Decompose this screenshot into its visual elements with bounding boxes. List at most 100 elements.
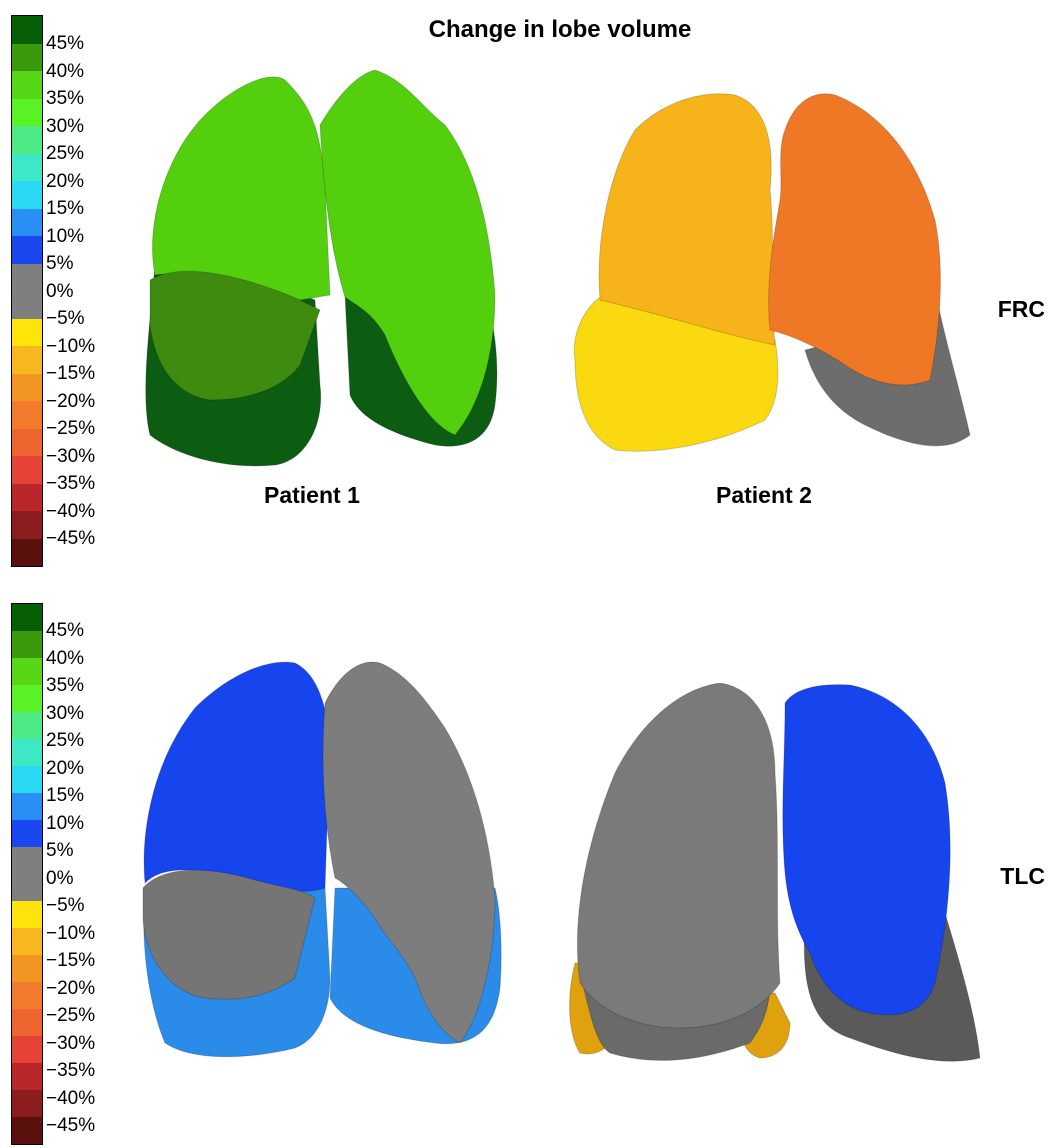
right-upper-lobe	[598, 93, 776, 346]
right-upper-lobe	[576, 683, 781, 1029]
colorbar-tick-label: −15%	[46, 950, 96, 971]
colorbar-swatch	[12, 401, 42, 429]
colorbar-tick-label: −5%	[46, 308, 85, 329]
colorbar-swatch	[12, 346, 42, 374]
colorbar-swatch	[12, 793, 42, 820]
left-upper-lobe	[782, 684, 951, 1016]
colorbar-swatch	[12, 181, 42, 209]
colorbar-swatch	[12, 71, 42, 99]
patient2-label: Patient 2	[716, 482, 812, 508]
colorbar-tick-label: 10%	[46, 812, 85, 834]
colorbar-tick-label: −5%	[46, 895, 85, 916]
colorbar-tick-label: 40%	[46, 647, 85, 669]
patient1-label: Patient 1	[264, 482, 360, 508]
colorbar-swatch	[12, 874, 42, 901]
colorbar-swatch	[12, 901, 42, 928]
left-upper-lobe	[319, 69, 496, 436]
colorbar-tick-label: 0%	[46, 867, 74, 889]
colorbar-swatch	[12, 16, 42, 44]
colorbar-swatch	[12, 928, 42, 955]
colorbar-tick-label: −25%	[46, 418, 96, 439]
colorbar-swatch	[12, 208, 42, 236]
colorbar-tick-label: 25%	[46, 143, 85, 164]
colorbar-tick-label: 20%	[46, 170, 85, 192]
colorbar-swatch	[12, 982, 42, 1009]
patient1-tlc-lungs	[142, 661, 502, 1058]
colorbar	[11, 603, 43, 1145]
left-upper-lobe	[322, 661, 496, 1044]
colorbar-tick-label: 40%	[46, 60, 85, 82]
colorbar-tick-label: 10%	[46, 225, 85, 247]
colorbar-swatch	[12, 263, 42, 291]
colorbar-swatch	[12, 373, 42, 401]
colorbar-tick-label: 35%	[46, 88, 85, 109]
frc-row-label: FRC	[997, 296, 1045, 322]
colorbar-swatch	[12, 236, 42, 264]
colorbar-swatch	[12, 1063, 42, 1090]
colorbar-swatch	[12, 98, 42, 126]
colorbar-swatch	[12, 483, 42, 511]
colorbar-tick-label: −30%	[46, 1032, 96, 1054]
colorbar-swatch	[12, 456, 42, 484]
colorbar-tick-label: −45%	[46, 1115, 96, 1136]
colorbar-tick-label: 20%	[46, 757, 85, 779]
right-upper-lobe	[152, 76, 331, 302]
colorbar-swatch	[12, 712, 42, 739]
colorbar-swatch	[12, 153, 42, 181]
colorbar-swatch	[12, 604, 42, 631]
patient2-tlc-lungs	[569, 683, 980, 1062]
colorbar-tick-label: −10%	[46, 922, 96, 944]
left-upper-lobe	[768, 93, 941, 386]
colorbar-swatch	[12, 428, 42, 456]
colorbar-tick-label: −40%	[46, 500, 96, 522]
colorbar-swatch	[12, 318, 42, 346]
colorbar-tick-label: 30%	[46, 702, 85, 724]
colorbar-swatch	[12, 820, 42, 847]
colorbar-swatch	[12, 538, 42, 566]
colorbar-tick-label: −35%	[46, 1060, 96, 1081]
colorbar-tick-label: −40%	[46, 1087, 96, 1109]
colorbar-tick-label: 5%	[46, 840, 74, 861]
colorbar-tick-label: 5%	[46, 253, 74, 274]
colorbar-tick-label: −35%	[46, 473, 96, 494]
right-middle-lobe	[149, 270, 321, 401]
colorbar-tick-label: −20%	[46, 977, 96, 999]
colorbar-swatch	[12, 955, 42, 982]
colorbar-swatch	[12, 1090, 42, 1117]
colorbar-swatch	[12, 766, 42, 793]
colorbar-tick-label: 45%	[46, 620, 85, 641]
colorbar-swatch	[12, 658, 42, 685]
colorbar-tick-label: 0%	[46, 280, 74, 302]
patient2-frc-lungs	[573, 93, 971, 452]
colorbar-tick-label: 35%	[46, 675, 85, 696]
colorbar-swatch	[12, 739, 42, 766]
tlc-row-label: TLC	[1000, 863, 1045, 889]
tlc-panel: 45% 40% 35% 30% 25% 20% 15% 10% 5% 0% −5% −10% −15% −…	[0, 588, 1049, 1148]
colorbar-tick-label: −30%	[46, 445, 96, 467]
colorbar-swatch	[12, 126, 42, 154]
colorbar-swatch	[12, 847, 42, 874]
colorbar-tick-label: −10%	[46, 335, 96, 357]
colorbar-tick-label: 25%	[46, 730, 85, 751]
colorbar-tick-labels: 45% 40% 35% 30% 25% 20% 15% 10% 5% 0% −5% −10% −15% −…	[46, 617, 95, 1140]
right-upper-lobe	[143, 661, 331, 892]
colorbar-tick-label: 15%	[46, 785, 85, 806]
colorbar-tick-label: 45%	[46, 33, 85, 54]
colorbar-swatch	[12, 1117, 42, 1144]
patient1-frc-lungs	[145, 69, 498, 467]
colorbar-swatch	[12, 1009, 42, 1036]
colorbar-tick-label: −20%	[46, 390, 96, 412]
frc-panel: Change in lobe volume 45% 40% 35% 30% 25% 20%…	[11, 15, 1045, 567]
colorbar-tick-label: −45%	[46, 528, 96, 549]
colorbar-tick-label: −25%	[46, 1005, 96, 1026]
colorbar-swatch	[12, 685, 42, 712]
colorbar-tick-labels: 45% 40% 35% 30% 25% 20% 15% 10% 5% 0% −5% −10% −15% −…	[46, 30, 95, 553]
colorbar-swatch	[12, 511, 42, 539]
colorbar	[11, 15, 43, 567]
colorbar-tick-label: −15%	[46, 363, 96, 384]
colorbar-tick-label: 15%	[46, 198, 85, 219]
right-middle-lobe	[142, 869, 316, 1000]
colorbar-swatch	[12, 1036, 42, 1063]
colorbar-tick-label: 30%	[46, 115, 85, 137]
figure-title: Change in lobe volume	[428, 16, 692, 43]
